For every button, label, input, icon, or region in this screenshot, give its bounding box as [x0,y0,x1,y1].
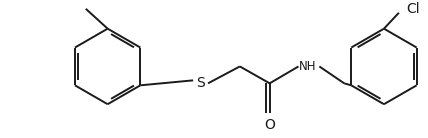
Text: Cl: Cl [406,2,419,16]
Text: NH: NH [299,60,316,73]
Text: O: O [264,118,275,132]
Text: S: S [196,76,205,90]
